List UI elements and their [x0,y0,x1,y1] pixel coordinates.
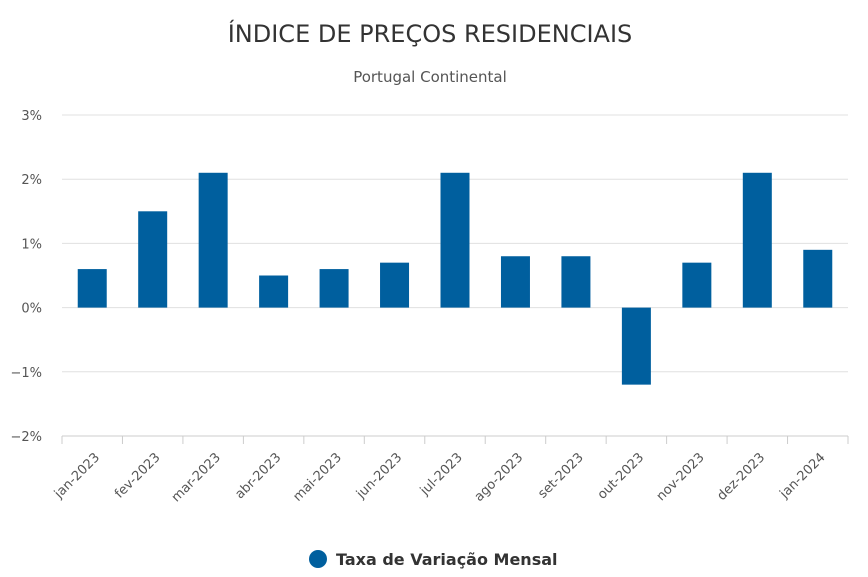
x-tick-label: nov-2023 [654,450,708,504]
bar[interactable] [319,269,349,308]
x-axis: jan-2023 fev-2023 mar-2023 abr-2023 mai-2023… [51,436,849,505]
x-tick-label: mar-2023 [169,450,224,505]
y-axis: 3% 2% 1% 0% −1% −2% [10,109,42,445]
x-tick-label: jul-2023 [417,450,466,499]
chart-title: ÍNDICE DE PREÇOS RESIDENCIAIS [228,19,633,48]
bar[interactable] [259,275,289,308]
bar[interactable] [500,256,530,308]
x-tick-label: fev-2023 [112,450,163,501]
legend-swatch [309,550,327,568]
x-tick-label: out-2023 [595,450,647,502]
y-tick-label: 0% [21,302,42,317]
bar[interactable] [380,262,410,308]
bar[interactable] [440,172,470,308]
legend-label: Taxa de Variação Mensal [336,550,558,569]
bars [77,172,833,385]
y-tick-label: −2% [10,430,42,445]
bar[interactable] [803,249,833,308]
bar[interactable] [561,256,591,308]
x-tick-label: jun-2023 [353,450,405,502]
bar[interactable] [138,211,168,308]
x-tick-label: jan-2023 [51,450,103,502]
chart-subtitle: Portugal Continental [353,68,507,86]
bar[interactable] [198,172,228,308]
x-tick-label: set-2023 [535,450,586,501]
x-tick-label: mai-2023 [290,450,344,504]
legend[interactable]: Taxa de Variação Mensal [309,550,558,569]
x-tick-label: dez-2023 [714,450,768,504]
bar[interactable] [621,307,651,385]
x-tick-label: jan-2024 [777,450,829,502]
y-tick-label: 3% [21,109,42,124]
y-tick-label: 1% [21,237,42,252]
x-tick-label: ago-2023 [472,450,527,505]
bar[interactable] [682,262,712,308]
y-tick-label: −1% [10,366,42,381]
bar[interactable] [742,172,772,308]
y-tick-label: 2% [21,173,42,188]
x-tick-label: abr-2023 [232,450,284,502]
bar[interactable] [77,269,107,308]
